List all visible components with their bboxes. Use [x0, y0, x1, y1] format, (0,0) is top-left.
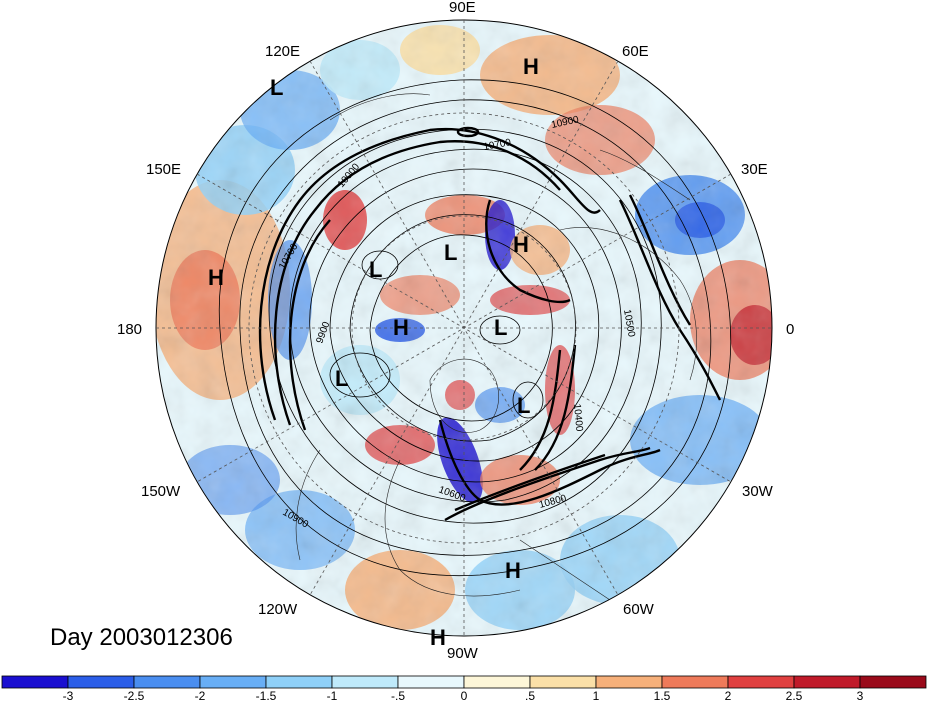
colorbar-swatch [133, 675, 201, 689]
low-center: L [517, 393, 530, 418]
colorbar-tick-label: 1 [593, 689, 600, 702]
colorbar-swatch [595, 675, 663, 689]
anomaly-shading [156, 20, 772, 636]
colorbar-tick-label: 0 [461, 689, 468, 702]
lon-label-150e: 150E [146, 161, 181, 178]
colorbar-tick-label: 1.5 [654, 689, 671, 702]
day-title: Day 2003012306 [50, 624, 233, 651]
high-center: H [523, 54, 539, 79]
lon-label-120e: 120E [265, 43, 300, 60]
pressure-centers: H L L H H H L H L L L H H [208, 54, 539, 650]
colorbar-tick-label: .5 [525, 689, 535, 702]
lon-label-90w: 90W [447, 645, 479, 662]
longitude-labels: 90E 60E 30E 0 30W 60W 90W 120W 150W 180 … [117, 0, 794, 662]
colorbar-tick-label: -.5 [391, 689, 405, 702]
high-center: H [430, 625, 446, 650]
colorbar-tick-label: 2 [725, 689, 732, 702]
colorbar-tick-label: -2 [195, 689, 206, 702]
colorbar-tick-label: 3 [857, 689, 864, 702]
colorbar-swatch [859, 675, 927, 689]
contour-label: 10400 [571, 403, 584, 432]
lon-label-60w: 60W [623, 601, 655, 618]
colorbar-tick-label: 2.5 [786, 689, 803, 702]
colorbar-tick-label: -1.5 [256, 689, 277, 702]
colorbar-swatch [1, 675, 69, 689]
contour-label: 10500 [621, 309, 637, 339]
colorbar-tick-label: -1 [327, 689, 338, 702]
colorbar-swatch [67, 675, 135, 689]
colorbar-tick-label: -3 [63, 689, 74, 702]
colorbar: -3 -2.5 -2 -1.5 -1 -.5 0 .5 1 1.5 2 2.5 3 [1, 675, 927, 702]
graticule [156, 20, 772, 636]
colorbar-swatch [529, 675, 597, 689]
high-center: H [208, 265, 224, 290]
low-center: L [444, 240, 457, 265]
contour-label: 10700 [483, 137, 513, 153]
low-center: L [494, 315, 507, 340]
lon-label-150w: 150W [141, 483, 181, 500]
lon-label-30e: 30E [741, 161, 768, 178]
jet-stream-contours [258, 126, 722, 522]
colorbar-swatch [265, 675, 333, 689]
low-center: L [369, 257, 382, 282]
lon-label-60e: 60E [622, 43, 649, 60]
colorbar-swatch [793, 675, 861, 689]
lon-label-90e: 90E [449, 0, 476, 16]
low-center: L [270, 75, 283, 100]
colorbar-swatch [661, 675, 729, 689]
low-center: L [335, 366, 348, 391]
height-contours [218, 79, 732, 577]
lon-label-30w: 30W [742, 483, 774, 500]
high-center: H [393, 315, 409, 340]
colorbar-swatch [397, 675, 465, 689]
lon-label-180: 180 [117, 321, 142, 338]
coastlines [295, 93, 697, 601]
high-center: H [513, 232, 529, 257]
colorbar-swatch [463, 675, 531, 689]
colorbar-swatch [727, 675, 795, 689]
lon-label-0: 0 [786, 321, 794, 338]
colorbar-tick-label: -2.5 [124, 689, 145, 702]
colorbar-swatch [199, 675, 267, 689]
colorbar-swatch [331, 675, 399, 689]
lon-label-120w: 120W [258, 601, 298, 618]
high-center: H [505, 558, 521, 583]
